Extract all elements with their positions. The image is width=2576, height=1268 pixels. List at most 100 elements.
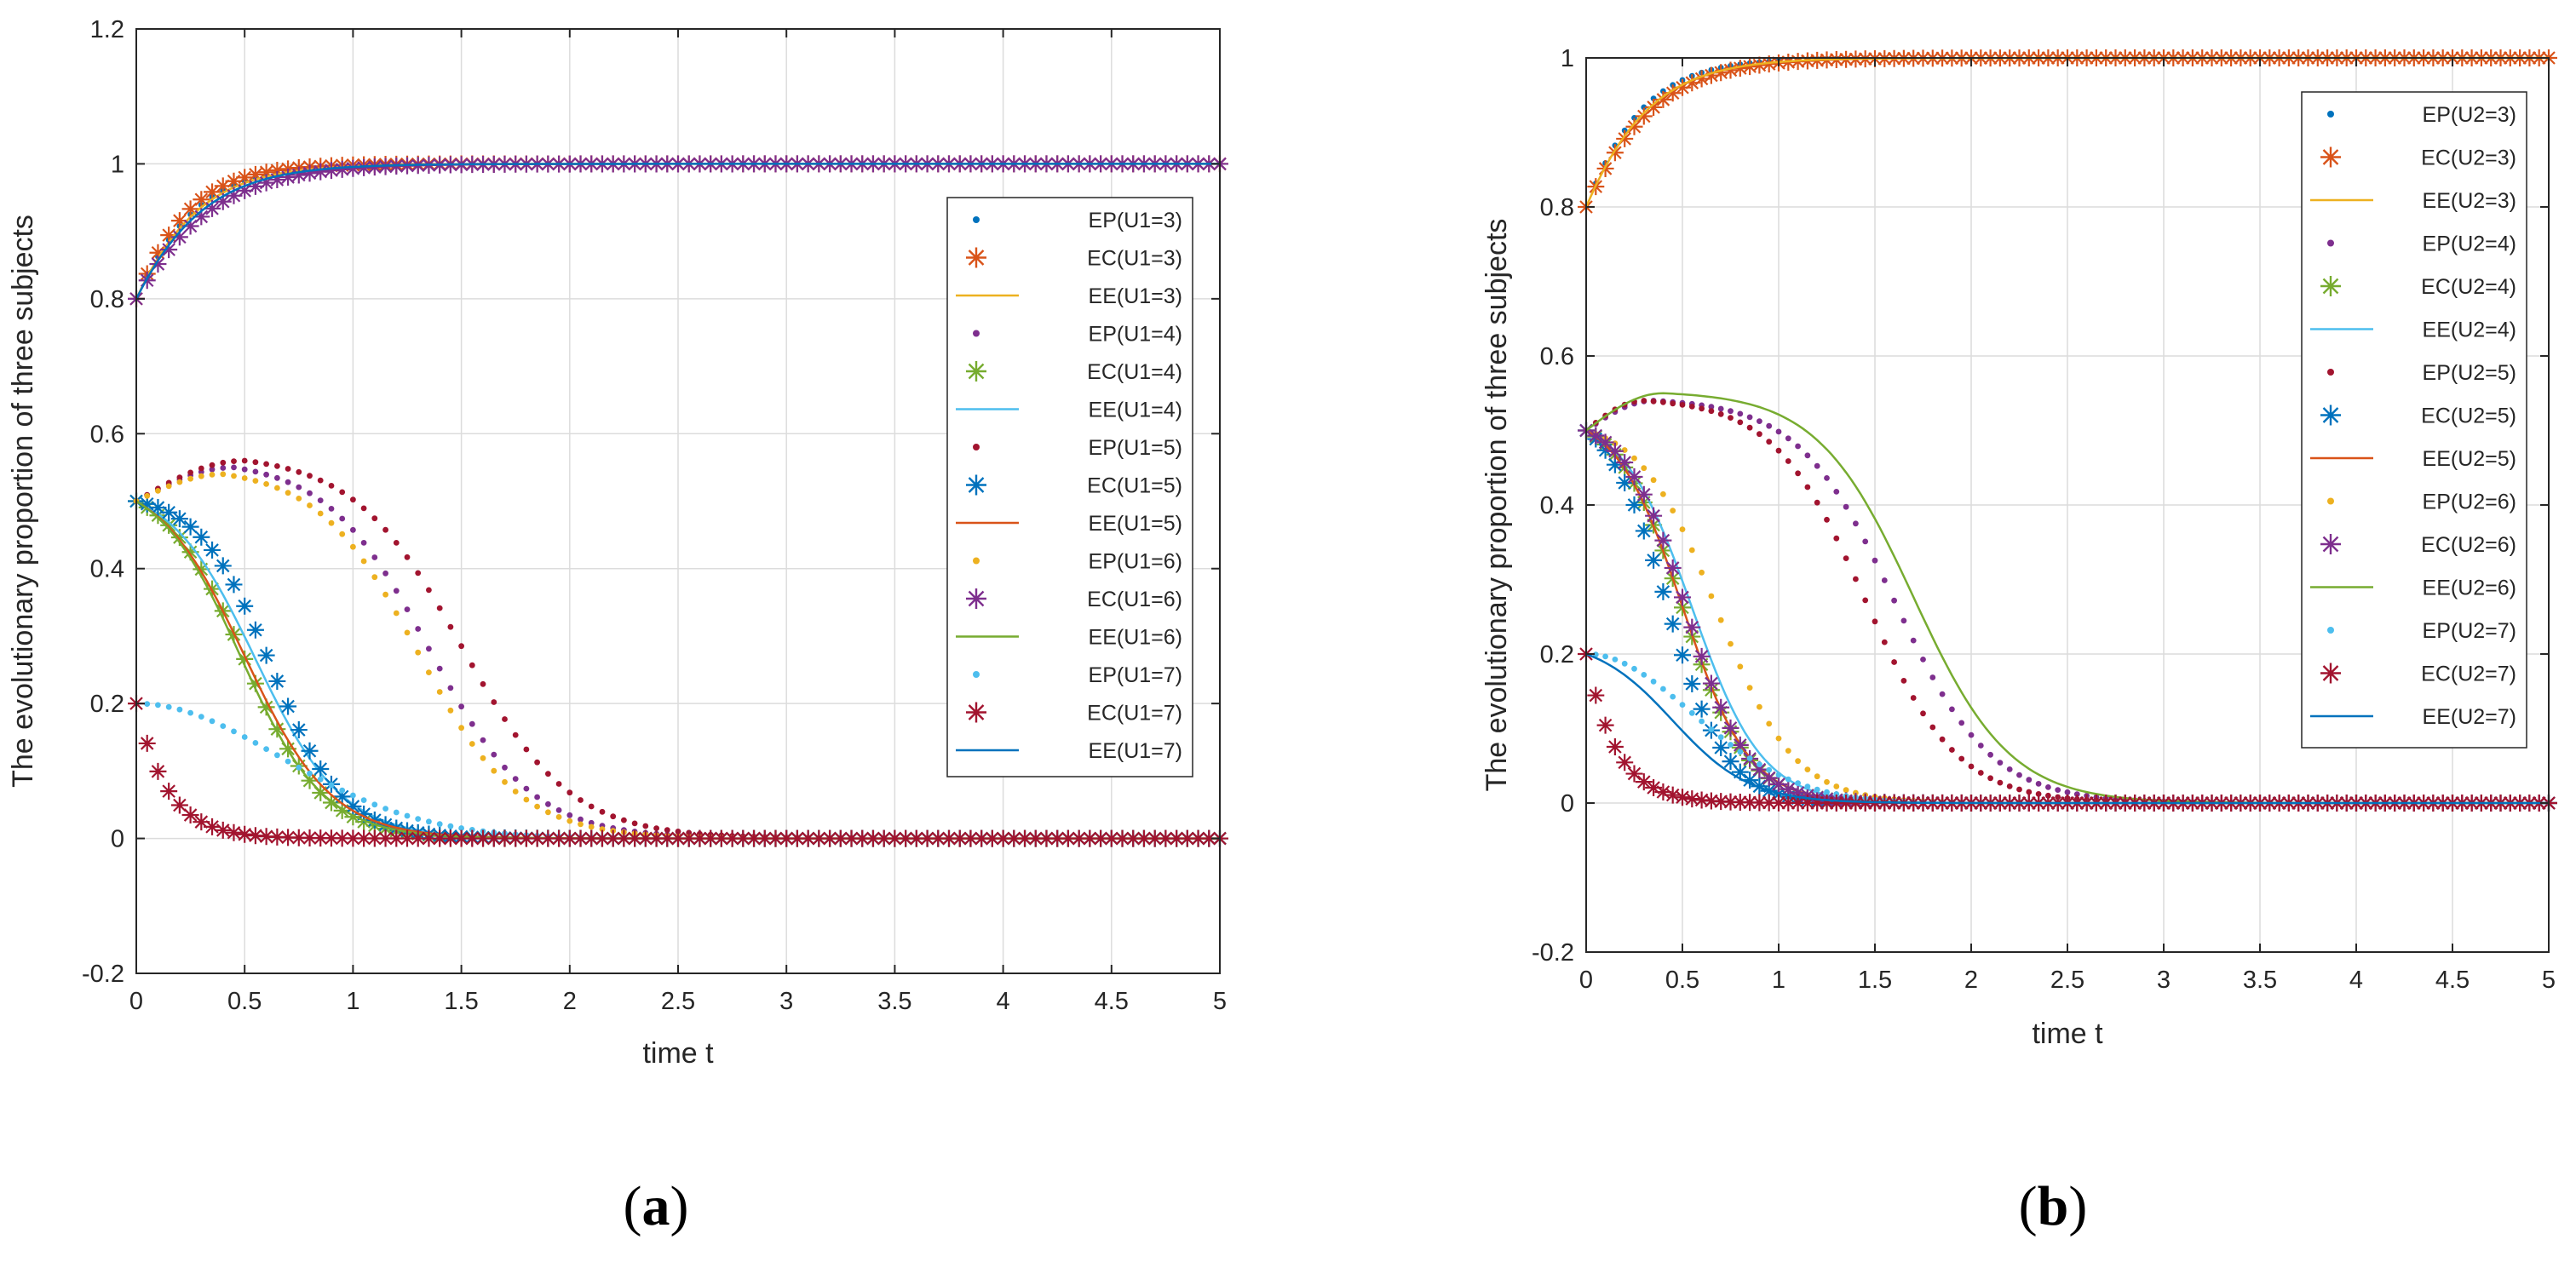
legend-label: EP(U1=7) <box>1089 663 1182 687</box>
data-point <box>1146 829 1164 847</box>
data-point <box>1660 686 1666 692</box>
data-point <box>382 806 388 812</box>
legend-swatch <box>966 247 986 268</box>
data-point <box>307 502 313 508</box>
data-point <box>371 554 378 560</box>
data-point <box>220 465 227 471</box>
data-point <box>301 829 319 846</box>
data-point <box>214 177 232 195</box>
x-tick-label: 5 <box>1213 988 1227 1015</box>
legend-label: EC(U2=6) <box>2421 533 2516 557</box>
legend-label: EE(U1=6) <box>1089 626 1182 650</box>
y-axis-label: The evolutionary proportion of three sub… <box>7 215 39 788</box>
data-point <box>1722 719 1739 737</box>
legend-label: EC(U2=3) <box>2421 146 2516 170</box>
data-point <box>426 818 432 825</box>
x-tick-label: 5 <box>2542 967 2556 994</box>
data-point <box>1635 485 1653 503</box>
data-point <box>257 174 275 192</box>
data-point <box>1795 758 1802 765</box>
data-point <box>555 781 562 787</box>
data-point <box>160 516 178 534</box>
data-point <box>268 828 286 846</box>
data-point <box>1770 794 1787 812</box>
data-point <box>209 718 216 725</box>
legend-label: EC(U1=3) <box>1087 247 1182 271</box>
data-point <box>404 606 411 612</box>
data-point <box>155 488 161 494</box>
data-point <box>1699 718 1705 725</box>
data-point <box>463 829 481 847</box>
data-point <box>875 829 893 847</box>
data-point <box>1674 646 1691 664</box>
data-point <box>1728 742 1734 748</box>
data-point <box>279 169 297 186</box>
data-point <box>452 829 470 847</box>
x-tick-label: 1 <box>1772 967 1785 994</box>
x-axis-label: time t <box>642 1037 714 1070</box>
x-tick-label: 4 <box>997 988 1010 1015</box>
data-point <box>1862 538 1869 545</box>
legend-label: EP(U1=4) <box>1089 323 1182 347</box>
data-point <box>1670 400 1676 407</box>
data-point <box>187 475 194 482</box>
data-point <box>307 490 313 496</box>
data-point <box>458 825 464 831</box>
data-point <box>523 746 530 753</box>
data-point <box>1766 766 1773 773</box>
data-point <box>1645 507 1663 525</box>
data-point <box>1814 499 1820 506</box>
data-point <box>1135 829 1153 847</box>
data-point <box>907 829 925 847</box>
data-point <box>1824 516 1830 523</box>
data-point <box>393 610 400 617</box>
data-point <box>1804 766 1811 772</box>
series-line <box>1585 652 2549 805</box>
data-point <box>599 808 606 815</box>
data-point <box>263 471 269 478</box>
x-tick-label: 0 <box>129 988 143 1015</box>
legend-label: EE(U2=4) <box>2423 318 2516 342</box>
data-point <box>854 829 871 847</box>
panel-label-a: (a) <box>624 1175 689 1237</box>
data-point <box>415 649 422 656</box>
data-point <box>241 734 248 740</box>
data-point <box>610 813 617 820</box>
data-point <box>193 528 210 546</box>
data-point <box>1785 435 1791 442</box>
data-point <box>198 465 204 472</box>
data-point <box>274 752 280 759</box>
data-point <box>1997 779 2004 786</box>
data-point <box>1833 535 1840 542</box>
data-point <box>225 172 243 190</box>
data-point <box>1977 770 1984 776</box>
data-point <box>312 163 330 181</box>
legend-label: EP(U1=3) <box>1089 209 1182 232</box>
data-point <box>1766 439 1773 445</box>
data-point <box>1641 398 1647 404</box>
data-point <box>1795 443 1802 450</box>
data-point <box>1688 547 1695 554</box>
data-point <box>382 570 388 577</box>
data-point <box>491 751 497 758</box>
data-point <box>138 734 156 752</box>
data-point <box>1587 686 1605 704</box>
data-point <box>1712 64 1730 82</box>
data-point <box>604 829 622 847</box>
x-axis-label: time t <box>2032 1018 2103 1050</box>
data-point <box>2006 783 2013 789</box>
legend-label: EP(U2=3) <box>2423 103 2516 127</box>
data-point <box>285 479 291 485</box>
data-point <box>1722 61 1739 79</box>
data-point <box>1751 56 1768 74</box>
data-point <box>1862 597 1869 604</box>
series-ec-u1-7- <box>128 695 1228 847</box>
data-point <box>220 459 227 466</box>
data-point <box>290 166 308 184</box>
legend: EP(U2=3) EC(U2=3) EE(U2=3) EP(U2=4) EC(U2=4)… <box>2301 91 2527 749</box>
data-point <box>1728 408 1734 415</box>
data-point <box>1616 754 1634 772</box>
data-point <box>1929 674 1936 680</box>
data-point <box>691 829 709 847</box>
data-point <box>322 162 340 180</box>
